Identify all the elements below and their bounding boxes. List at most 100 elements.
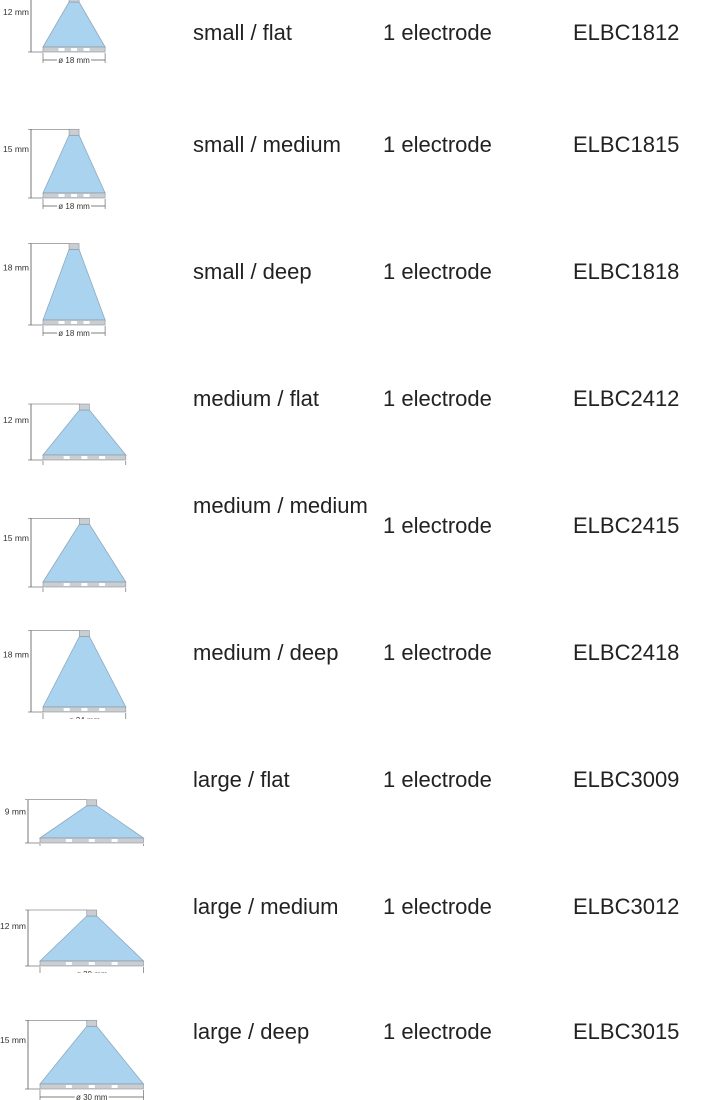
electrode-count-label: 1 electrode	[383, 259, 492, 284]
table-row: 15 mm ø 24 mm medium / medium 1 electrode EL…	[0, 465, 704, 592]
height-dimension-label: 9 mm	[5, 806, 26, 816]
base-notch	[99, 708, 106, 711]
table-row: 12 mm ø 18 mm small / flat 1 electrode ELBC1…	[0, 0, 704, 84]
electrode-cone-drawing: 12 mm ø 24 mm	[3, 403, 127, 465]
base-notch	[111, 839, 118, 842]
base-notch	[83, 48, 90, 51]
cone-body	[39, 1025, 145, 1085]
base-notch	[65, 962, 72, 965]
base-notch	[63, 583, 70, 586]
electrode-size-label: medium / flat	[193, 386, 319, 411]
height-dimension-label: 18 mm	[3, 262, 29, 272]
electrode-count-label: 1 electrode	[383, 767, 492, 792]
base-notch	[65, 839, 72, 842]
base-notch	[88, 839, 95, 842]
base-notch	[63, 708, 70, 711]
diameter-dimension-label: ø 24 mm	[69, 591, 101, 592]
electrode-cone-drawing: 12 mm ø 18 mm	[3, 0, 106, 65]
cone-cap	[86, 909, 98, 917]
diameter-dimension-label: ø 18 mm	[58, 202, 90, 211]
electrode-count-label: 1 electrode	[383, 386, 492, 411]
cone-body	[42, 409, 127, 456]
height-dimension-label: 12 mm	[0, 921, 26, 931]
electrode-part-number: ELBC2412	[573, 386, 680, 411]
cone-body	[42, 523, 127, 583]
electrode-cone-drawing: 18 mm ø 24 mm	[3, 630, 127, 719]
base-notch	[63, 456, 70, 459]
electrode-cone-drawing: 18 mm ø 18 mm	[3, 243, 106, 338]
base-notch	[58, 194, 65, 197]
base-notch	[71, 194, 78, 197]
electrode-size-label: large / flat	[193, 767, 290, 792]
electrode-count-label: 1 electrode	[383, 1019, 492, 1044]
cone-body	[42, 134, 106, 194]
height-dimension-label: 15 mm	[0, 1035, 26, 1045]
electrode-part-number: ELBC2418	[573, 640, 680, 665]
electrode-part-number: ELBC1818	[573, 259, 680, 284]
base-notch	[83, 194, 90, 197]
electrode-part-number: ELBC3015	[573, 1019, 680, 1044]
table-row: 18 mm ø 18 mm small / deep 1 electrode ELBC1…	[0, 211, 704, 338]
cone-cap	[79, 517, 90, 525]
base-notch	[99, 583, 106, 586]
cone-body	[42, 636, 127, 708]
cone-cap	[79, 630, 90, 637]
electrode-part-number: ELBC1815	[573, 132, 680, 157]
electrode-count-label: 1 electrode	[383, 513, 492, 538]
electrode-count-label: 1 electrode	[383, 640, 492, 665]
electrode-size-label: small / flat	[193, 20, 293, 45]
base-notch	[65, 1085, 72, 1088]
electrode-cone-drawing: 15 mm ø 30 mm	[0, 1019, 145, 1100]
electrode-size-label: large / deep	[193, 1019, 310, 1044]
table-row: 12 mm ø 24 mm medium / flat 1 electrode ELBC…	[0, 338, 704, 465]
table-row: 12 mm ø 30 mm large / medium 1 electrode ELB…	[0, 846, 704, 973]
cone-cap	[68, 128, 80, 136]
base-notch	[88, 1085, 95, 1088]
cone-cap	[68, 243, 80, 250]
electrode-size-label: large / medium	[193, 894, 339, 919]
base-notch	[71, 48, 78, 51]
table-row: 15 mm ø 30 mm large / deep 1 electrode ELBC3…	[0, 973, 704, 1100]
base-notch	[58, 48, 65, 51]
cone-cap	[79, 403, 90, 411]
height-dimension-label: 15 mm	[3, 144, 29, 154]
diameter-dimension-label: ø 24 mm	[69, 464, 101, 465]
electrode-cone-drawing: 9 mmø 30 mm	[5, 799, 145, 846]
cone-cap	[86, 799, 98, 807]
cone-body	[38, 805, 145, 839]
diameter-dimension-label: ø 24 mm	[69, 716, 101, 719]
base-notch	[88, 962, 95, 965]
electrode-count-label: 1 electrode	[383, 20, 492, 45]
electrode-size-label: medium / medium	[193, 493, 368, 518]
height-dimension-label: 12 mm	[3, 415, 29, 425]
base-notch	[81, 708, 88, 711]
table-row: 15 mm ø 18 mm small / medium 1 electrode ELB…	[0, 84, 704, 211]
electrode-part-number: ELBC1812	[573, 20, 680, 45]
base-notch	[71, 321, 78, 324]
diameter-dimension-label: ø 30 mm	[76, 970, 108, 973]
electrode-size-label: small / deep	[193, 259, 312, 284]
base-notch	[111, 1085, 118, 1088]
base-notch	[111, 962, 118, 965]
electrode-cone-drawing: 12 mm ø 30 mm	[0, 909, 145, 973]
electrode-cone-drawing: 15 mm ø 18 mm	[3, 128, 106, 211]
height-dimension-label: 12 mm	[3, 7, 29, 17]
electrode-size-label: medium / deep	[193, 640, 339, 665]
diameter-dimension-label: ø 30 mm	[76, 1093, 108, 1100]
electrode-part-number: ELBC3009	[573, 767, 680, 792]
diameter-dimension-label: ø 18 mm	[58, 56, 90, 65]
height-dimension-label: 18 mm	[3, 649, 29, 659]
base-notch	[81, 456, 88, 459]
base-notch	[58, 321, 65, 324]
electrode-part-number: ELBC3012	[573, 894, 680, 919]
base-notch	[83, 321, 90, 324]
diameter-dimension-label: ø 18 mm	[58, 329, 90, 338]
cone-body	[42, 1, 106, 48]
electrode-count-label: 1 electrode	[383, 132, 492, 157]
height-dimension-label: 15 mm	[3, 533, 29, 543]
cone-cap	[68, 0, 80, 3]
electrode-cone-drawing: 15 mm ø 24 mm	[3, 517, 127, 592]
table-row: 18 mm ø 24 mm medium / deep 1 electrode ELBC…	[0, 592, 704, 719]
electrode-count-label: 1 electrode	[383, 894, 492, 919]
